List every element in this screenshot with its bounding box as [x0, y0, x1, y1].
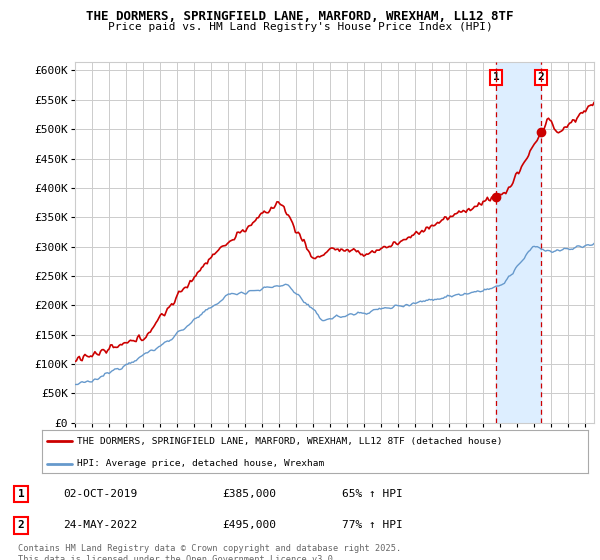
- Text: £385,000: £385,000: [222, 489, 276, 499]
- Text: 2: 2: [538, 72, 544, 82]
- Text: HPI: Average price, detached house, Wrexham: HPI: Average price, detached house, Wrex…: [77, 459, 325, 468]
- Text: £495,000: £495,000: [222, 520, 276, 530]
- Text: 65% ↑ HPI: 65% ↑ HPI: [342, 489, 403, 499]
- Bar: [496, 62, 541, 423]
- Text: Price paid vs. HM Land Registry's House Price Index (HPI): Price paid vs. HM Land Registry's House …: [107, 22, 493, 32]
- Text: 02-OCT-2019: 02-OCT-2019: [63, 489, 137, 499]
- Text: 24-MAY-2022: 24-MAY-2022: [63, 520, 137, 530]
- Text: 77% ↑ HPI: 77% ↑ HPI: [342, 520, 403, 530]
- Text: 1: 1: [17, 489, 25, 499]
- Text: THE DORMERS, SPRINGFIELD LANE, MARFORD, WREXHAM, LL12 8TF (detached house): THE DORMERS, SPRINGFIELD LANE, MARFORD, …: [77, 437, 503, 446]
- Text: THE DORMERS, SPRINGFIELD LANE, MARFORD, WREXHAM, LL12 8TF: THE DORMERS, SPRINGFIELD LANE, MARFORD, …: [86, 10, 514, 23]
- Text: Contains HM Land Registry data © Crown copyright and database right 2025.
This d: Contains HM Land Registry data © Crown c…: [18, 544, 401, 560]
- Text: 1: 1: [493, 72, 500, 82]
- Text: 2: 2: [17, 520, 25, 530]
